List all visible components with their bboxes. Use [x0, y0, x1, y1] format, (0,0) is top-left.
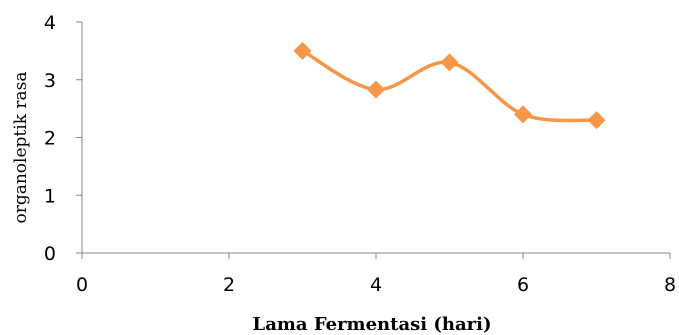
y-tick-label: 1 [44, 185, 56, 207]
data-point-marker [294, 42, 312, 60]
x-tick-label: 6 [517, 274, 529, 296]
y-tick-label: 2 [44, 128, 56, 150]
x-tick-label: 0 [76, 274, 88, 296]
data-point-marker [588, 111, 606, 129]
y-tick-label: 3 [44, 70, 56, 92]
x-tick-label: 4 [370, 274, 382, 296]
y-axis-title: organoleptik rasa [11, 71, 31, 223]
data-point-marker [514, 105, 532, 123]
data-point-marker [441, 53, 459, 71]
y-tick-label: 0 [44, 243, 56, 265]
y-tick-label: 4 [44, 12, 56, 34]
axes [82, 22, 670, 253]
x-tick-label: 2 [223, 274, 235, 296]
x-axis-title: Lama Fermentasi (hari) [253, 314, 492, 335]
x-tick-label: 8 [664, 274, 676, 296]
data-point-marker [367, 81, 385, 99]
series-layer [294, 42, 606, 129]
